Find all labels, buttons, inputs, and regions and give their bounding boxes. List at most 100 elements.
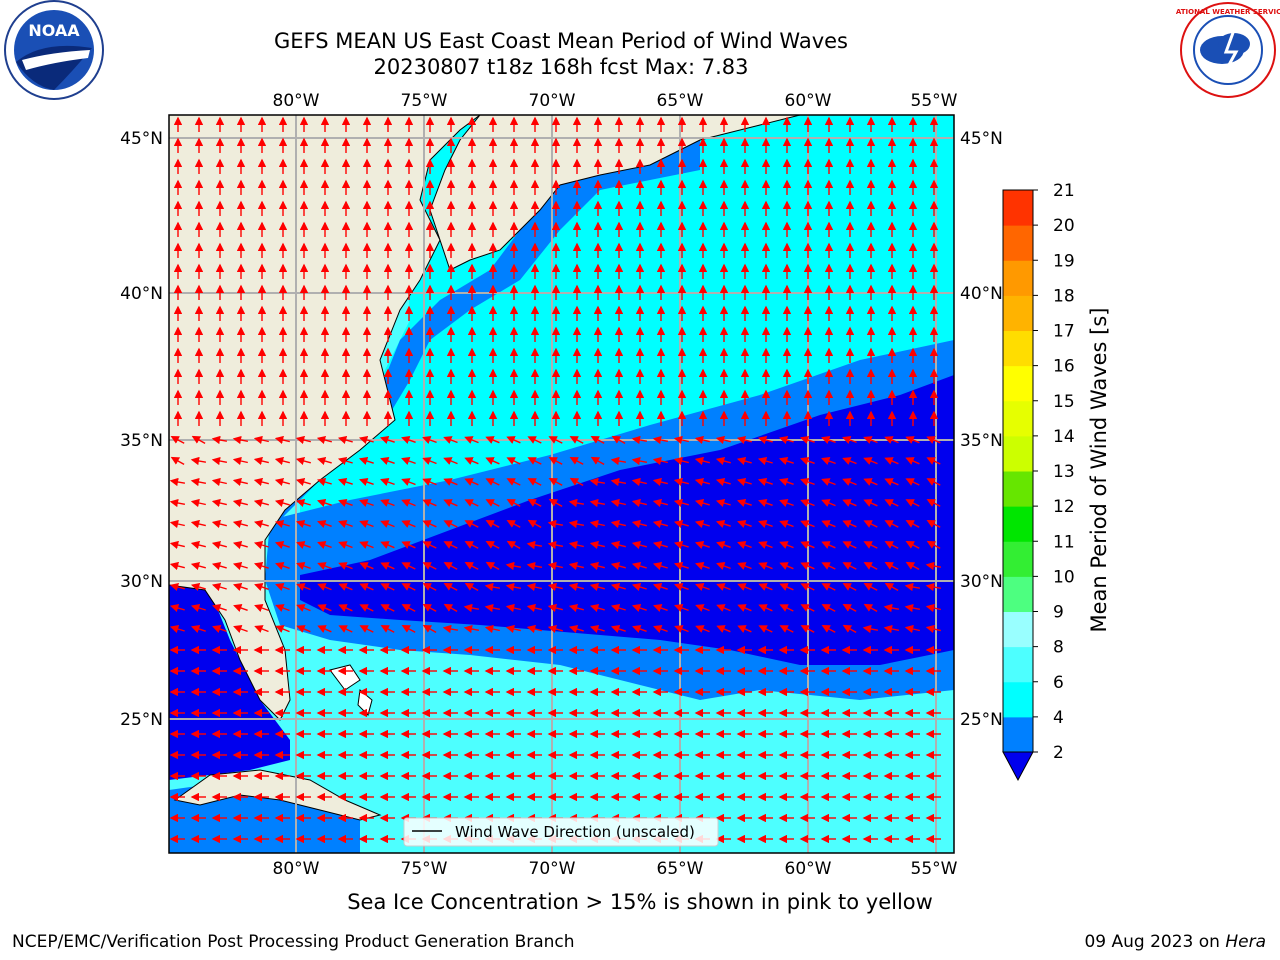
wave-arrow (464, 582, 479, 592)
wave-arrow (275, 562, 290, 570)
wave-arrow (442, 624, 459, 634)
wave-arrow (674, 625, 689, 633)
wave-arrow (422, 457, 437, 465)
colorbar-tick-label: 10 (1053, 567, 1075, 587)
wave-arrow (484, 624, 500, 634)
wave-arrow (821, 541, 836, 549)
lat-label-left: 30°N (120, 572, 163, 592)
colorbar-tick-label: 21 (1053, 181, 1075, 201)
lon-label-top: 60°W (785, 91, 832, 111)
wave-arrow (737, 541, 752, 549)
wave-arrow (842, 436, 857, 444)
wave-arrow (422, 604, 437, 612)
lat-label-right: 40°N (960, 284, 1003, 304)
noaa-logo-text: NOAA (28, 21, 80, 40)
wave-arrow (337, 477, 353, 486)
lon-label-top: 80°W (273, 91, 320, 111)
wave-arrow (569, 436, 584, 444)
wave-arrow (779, 520, 794, 528)
wave-arrow (380, 457, 395, 465)
wave-arrow (842, 499, 857, 507)
wave-arrow (904, 603, 921, 613)
wave-arrow (401, 541, 416, 549)
wave-arrow (422, 520, 437, 528)
wave-arrow (232, 435, 249, 445)
wave-arrow (275, 625, 290, 633)
wave-arrow (758, 520, 773, 528)
wave-arrow (401, 583, 416, 591)
wave-arrow (526, 582, 542, 592)
colorbar-segment (1003, 646, 1033, 683)
legend-label: Wind Wave Direction (unscaled) (455, 823, 695, 841)
lat-label-left: 40°N (120, 284, 163, 304)
wave-arrow (190, 477, 207, 487)
wave-arrow (631, 435, 648, 445)
wave-arrow (275, 583, 290, 591)
wave-arrow (526, 624, 542, 634)
wave-arrow (757, 477, 773, 486)
wave-arrow (190, 498, 206, 508)
wave-arrow (211, 435, 228, 445)
wave-arrow (338, 499, 353, 507)
colorbar-tick-label: 14 (1053, 427, 1075, 447)
wave-arrow (548, 436, 563, 444)
colorbar-tick-label: 9 (1053, 603, 1064, 623)
lon-label-bottom: 80°W (273, 859, 320, 879)
wave-arrow (169, 561, 185, 571)
wave-arrow (253, 519, 269, 529)
wave-arrow (631, 498, 647, 508)
wave-arrow (589, 603, 605, 613)
wave-arrow (779, 625, 794, 633)
colorbar-tick-label: 15 (1053, 392, 1075, 412)
wave-arrow (379, 435, 395, 444)
colorbar-tick-label: 18 (1053, 286, 1075, 306)
wave-arrow (673, 540, 689, 550)
wave-arrow (253, 498, 269, 508)
wave-arrow (295, 477, 311, 487)
wave-arrow (589, 477, 606, 487)
wave-arrow (589, 561, 605, 571)
wave-arrow (673, 456, 689, 466)
wave-arrow (295, 498, 311, 508)
wave-arrow (610, 603, 626, 613)
wave-arrow (568, 582, 584, 592)
wave-arrow (652, 582, 668, 591)
wave-arrow (673, 435, 689, 445)
wave-arrow (233, 625, 248, 633)
colorbar-segment (1003, 330, 1033, 367)
wave-arrow (800, 604, 815, 612)
wave-arrow (485, 520, 500, 528)
wave-arrow (631, 603, 647, 612)
wave-arrow (464, 520, 479, 528)
wave-arrow (338, 583, 353, 591)
wave-arrow (464, 436, 479, 444)
wave-arrow (359, 541, 374, 549)
wave-arrow (884, 582, 899, 592)
wave-arrow (169, 540, 185, 550)
wave-arrow (737, 625, 752, 633)
wave-arrow (842, 457, 857, 465)
wave-arrow (653, 604, 668, 612)
wave-arrow (568, 540, 584, 550)
lon-label-top: 70°W (529, 91, 576, 111)
wave-arrow (884, 541, 899, 549)
lat-label-left: 25°N (120, 710, 163, 730)
wave-arrow (358, 456, 374, 465)
wave-arrow (673, 477, 689, 487)
lat-label-left: 35°N (120, 431, 163, 451)
wave-arrow (211, 456, 228, 466)
wave-arrow (401, 478, 416, 486)
lon-label-top: 75°W (401, 91, 448, 111)
wave-arrow (359, 583, 374, 591)
wave-arrow (506, 540, 521, 550)
wave-arrow (884, 478, 899, 486)
wave-arrow (926, 436, 941, 444)
wave-arrow (800, 562, 815, 570)
wave-arrow (401, 520, 416, 528)
colorbar-segment (1003, 681, 1033, 718)
wave-arrow (337, 435, 353, 445)
wave-arrow (674, 583, 689, 591)
wave-arrow (716, 604, 731, 612)
colorbar-segment (1003, 190, 1033, 226)
wave-arrow (317, 562, 332, 570)
